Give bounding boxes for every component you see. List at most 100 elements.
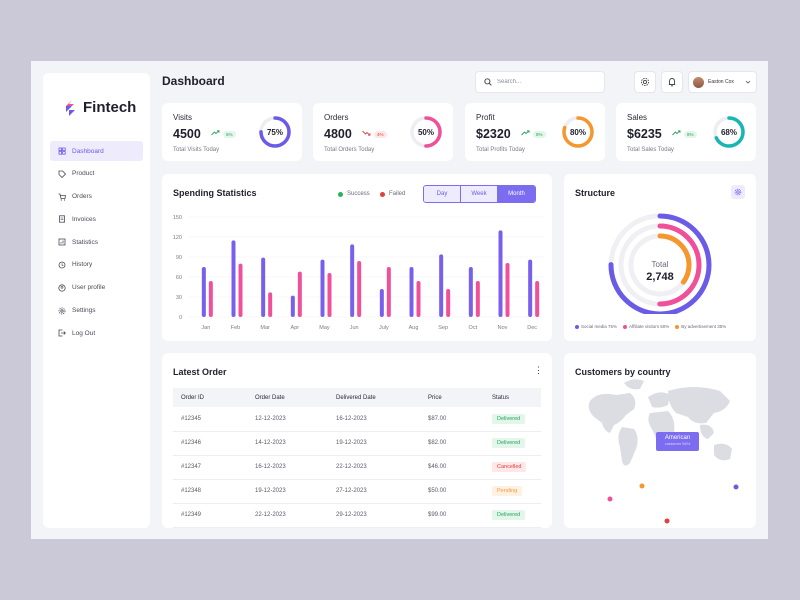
sidebar-item-dashboard[interactable]: Dashboard	[50, 141, 143, 161]
sidebar-item-label: Log Out	[72, 329, 96, 337]
cell-delivered: 19-12-2023	[328, 431, 420, 456]
bar-failed[interactable]	[357, 261, 362, 317]
bar-success[interactable]	[290, 295, 295, 317]
sidebar-item-history[interactable]: History	[50, 255, 143, 275]
cell-price: $46.00	[420, 455, 484, 480]
sidebar: Fintech Dashboard Product Orders Invoices St…	[43, 73, 150, 528]
bar-success[interactable]	[231, 240, 236, 317]
tab-day[interactable]: Day	[424, 186, 461, 202]
structure-legend-label: Affiliate visitors 50%	[629, 324, 670, 329]
cell-id: #12346	[173, 431, 247, 456]
search-box[interactable]	[475, 71, 605, 93]
bar-success[interactable]	[201, 267, 206, 317]
bar-failed[interactable]	[505, 263, 510, 317]
marker-asia	[733, 484, 739, 490]
bar-success[interactable]	[439, 254, 444, 317]
donut-progress	[259, 116, 291, 148]
cell-delivered: 29-12-2023	[328, 503, 420, 528]
stat-card-sales[interactable]: Sales $6235 8% Total Sales Today 68%	[616, 103, 756, 161]
structure-total-label: Total	[651, 260, 669, 269]
bar-success[interactable]	[379, 289, 384, 317]
stat-card-orders[interactable]: Orders 4800 4% Total Orders Today 50%	[313, 103, 453, 161]
more-options-icon[interactable]: ⋮	[534, 365, 543, 375]
cell-status: Cancelled	[484, 455, 541, 480]
cart-icon	[58, 193, 66, 201]
search-icon	[484, 78, 492, 86]
notifications-button[interactable]	[661, 71, 683, 93]
table-row[interactable]: #12346 14-12-2023 19-12-2023 $82.00 Delivere…	[173, 431, 541, 456]
bar-failed[interactable]	[208, 281, 213, 317]
search-input[interactable]	[497, 79, 597, 85]
cell-id: #12349	[173, 503, 247, 528]
sidebar-item-log-out[interactable]: Log Out	[50, 323, 143, 343]
sidebar-item-label: Dashboard	[72, 147, 104, 155]
customers-by-country-card: Customers by country American customer 5…	[564, 353, 756, 528]
bar-failed[interactable]	[475, 281, 480, 317]
bar-success[interactable]	[409, 267, 414, 317]
bar-failed[interactable]	[386, 267, 391, 317]
x-tick-label: Dec	[527, 325, 537, 331]
bar-success[interactable]	[468, 267, 473, 317]
structure-ring-chart	[608, 213, 712, 314]
structure-legend-item: Social media 75%	[575, 324, 617, 329]
legend-dot	[675, 324, 680, 329]
page-title: Dashboard	[162, 74, 225, 88]
structure-legend-item: By advertisement 35%	[675, 324, 726, 329]
sidebar-item-label: User profile	[72, 284, 106, 292]
sidebar-item-label: Invoices	[72, 215, 96, 223]
bar-failed[interactable]	[327, 273, 332, 317]
sidebar-item-invoices[interactable]: Invoices	[50, 209, 143, 229]
sidebar-item-user-profile[interactable]: User profile	[50, 278, 143, 298]
table-header-row: Order ID Order Date Delivered Date Price Sta…	[173, 388, 541, 407]
marker-selected	[664, 518, 670, 524]
stat-change-badge: 4%	[374, 131, 387, 138]
marker-americas	[607, 496, 613, 502]
sidebar-item-orders[interactable]: Orders	[50, 187, 143, 207]
table-row[interactable]: #12348 19-12-2023 27-12-2023 $50.00 Pending	[173, 479, 541, 504]
bar-failed[interactable]	[535, 281, 540, 317]
cell-delivered: 27-12-2023	[328, 479, 420, 504]
x-tick-label: Jan	[201, 325, 210, 331]
table-row[interactable]: #12347 16-12-2023 22-12-2023 $46.00 Cancelle…	[173, 455, 541, 480]
table-row[interactable]: #12345 12-12-2023 16-12-2023 $87.00 Delivere…	[173, 407, 541, 432]
sidebar-item-statistics[interactable]: Statistics	[50, 232, 143, 252]
x-tick-label: Sep	[438, 325, 448, 331]
bar-success[interactable]	[261, 257, 266, 317]
bar-failed[interactable]	[238, 263, 243, 317]
bar-success[interactable]	[350, 244, 355, 317]
bar-failed[interactable]	[446, 289, 451, 317]
stat-donut	[259, 116, 291, 148]
user-menu[interactable]: Easton Cox	[688, 71, 757, 93]
gear-icon	[640, 77, 650, 87]
tab-week[interactable]: Week	[461, 186, 498, 202]
status-badge: Cancelled	[492, 462, 527, 472]
stat-title: Sales	[627, 113, 648, 122]
x-tick-label: Apr	[291, 325, 300, 331]
legend-failed: Failed	[380, 191, 405, 197]
structure-settings-button[interactable]	[731, 185, 745, 199]
trend-up-icon	[211, 130, 220, 138]
sidebar-item-product[interactable]: Product	[50, 164, 143, 184]
bar-failed[interactable]	[268, 292, 273, 317]
y-tick-label: 60	[176, 275, 182, 281]
stat-card-visits[interactable]: Visits 4500 5% Total Visits Today 75%	[162, 103, 302, 161]
sidebar-item-settings[interactable]: Settings	[50, 301, 143, 321]
x-tick-label: Nov	[498, 325, 508, 331]
logo[interactable]: Fintech	[64, 99, 136, 116]
tab-month[interactable]: Month	[498, 186, 535, 202]
gear-icon	[58, 307, 66, 315]
chart-icon	[58, 238, 66, 246]
settings-button[interactable]	[634, 71, 656, 93]
bar-failed[interactable]	[416, 281, 421, 317]
bar-success[interactable]	[498, 230, 503, 317]
bar-failed[interactable]	[297, 271, 302, 317]
stat-card-profit[interactable]: Profit $2320 8% Total Profits Today 80%	[465, 103, 605, 161]
donut-progress	[713, 116, 745, 148]
ring-progress	[628, 233, 692, 297]
x-tick-label: Aug	[409, 325, 419, 331]
cell-id: #12347	[173, 455, 247, 480]
legend-dot	[575, 324, 579, 329]
bar-success[interactable]	[320, 259, 325, 317]
bar-success[interactable]	[528, 259, 533, 317]
table-row[interactable]: #12349 22-12-2023 29-12-2023 $99.00 Delivere…	[173, 503, 541, 528]
